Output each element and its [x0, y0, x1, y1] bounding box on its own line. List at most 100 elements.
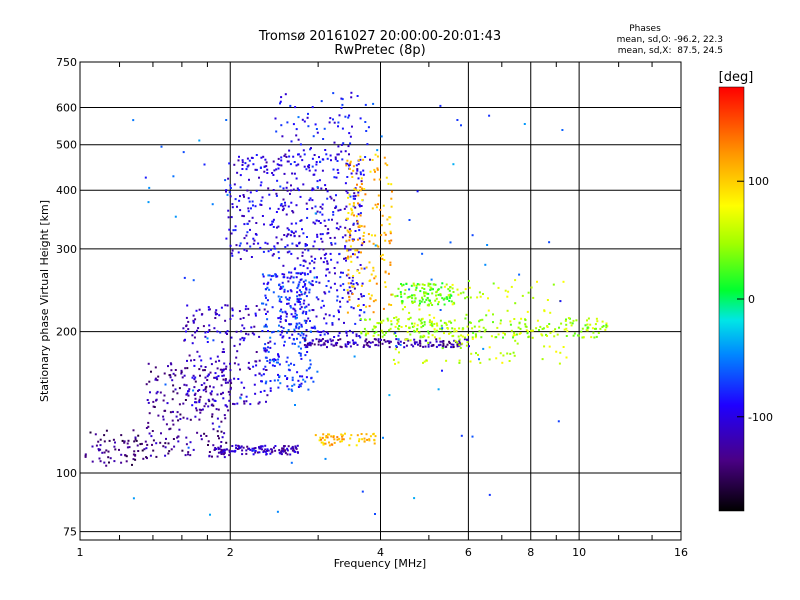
- data-point: [200, 434, 202, 437]
- data-point: [589, 323, 592, 326]
- data-point: [300, 325, 303, 328]
- x-axis-ticks: 1 2 4 6 8 10 16: [77, 62, 688, 559]
- data-point: [189, 418, 192, 421]
- data-point: [573, 332, 576, 335]
- data-point: [283, 172, 286, 175]
- data-point: [352, 275, 355, 277]
- data-point: [372, 102, 375, 105]
- data-point: [471, 435, 474, 438]
- data-point: [279, 317, 282, 320]
- data-point: [326, 268, 329, 271]
- data-point: [333, 199, 336, 202]
- data-point: [373, 168, 376, 171]
- data-point: [252, 453, 255, 456]
- data-point: [281, 311, 284, 314]
- data-point: [299, 307, 302, 310]
- data-point: [293, 172, 296, 175]
- data-point: [282, 187, 285, 190]
- data-point: [332, 344, 335, 347]
- data-point: [105, 429, 108, 432]
- data-point: [198, 418, 201, 421]
- data-point: [397, 338, 400, 341]
- data-point: [243, 327, 246, 330]
- data-point: [147, 362, 150, 365]
- data-point: [492, 321, 494, 324]
- data-point: [157, 414, 160, 417]
- data-point: [230, 336, 233, 339]
- data-point: [333, 282, 336, 285]
- data-point: [347, 196, 349, 199]
- data-point: [369, 297, 372, 300]
- data-point: [453, 339, 456, 342]
- data-point: [369, 435, 372, 438]
- data-point: [231, 254, 234, 257]
- data-point: [433, 330, 436, 333]
- data-point: [296, 337, 298, 340]
- data-point: [167, 452, 170, 455]
- data-point: [191, 376, 194, 379]
- data-point: [310, 255, 313, 258]
- x-tick-label: 4: [377, 546, 384, 559]
- data-point: [427, 341, 430, 344]
- data-point: [192, 279, 195, 282]
- data-point: [322, 343, 325, 346]
- data-point: [279, 382, 282, 385]
- data-point: [270, 248, 272, 251]
- data-point: [324, 313, 327, 316]
- data-point: [224, 417, 227, 420]
- data-point: [311, 189, 314, 192]
- data-point: [241, 164, 244, 166]
- data-point: [287, 233, 290, 236]
- data-point: [147, 421, 150, 424]
- data-point: [171, 419, 174, 422]
- data-point: [195, 309, 198, 312]
- data-point: [294, 267, 297, 270]
- data-point: [302, 280, 305, 283]
- data-point: [133, 440, 136, 443]
- data-point: [283, 340, 286, 343]
- data-point: [265, 380, 268, 383]
- data-point: [452, 301, 455, 304]
- data-point: [234, 444, 237, 447]
- data-point: [247, 210, 250, 213]
- data-point: [378, 341, 381, 344]
- data-point: [142, 457, 145, 460]
- data-point: [300, 293, 303, 296]
- data-point: [325, 322, 328, 325]
- data-point: [338, 252, 341, 255]
- data-point: [302, 264, 305, 267]
- data-point: [193, 336, 196, 339]
- data-point: [459, 292, 462, 295]
- data-point: [229, 388, 232, 391]
- data-point: [428, 314, 431, 317]
- data-point: [332, 213, 335, 216]
- data-point: [396, 319, 399, 322]
- data-point: [321, 441, 324, 444]
- data-point: [380, 135, 383, 138]
- data-point: [226, 330, 229, 333]
- data-point: [471, 336, 474, 339]
- data-point: [433, 316, 436, 319]
- data-point: [321, 338, 324, 340]
- data-point: [251, 200, 254, 203]
- data-point: [461, 342, 464, 345]
- data-point: [470, 352, 473, 355]
- data-point: [221, 341, 224, 344]
- data-point: [403, 342, 406, 344]
- data-point: [171, 398, 174, 401]
- data-point: [277, 317, 280, 320]
- data-point: [478, 330, 481, 333]
- data-point: [298, 241, 301, 244]
- data-point: [330, 197, 333, 200]
- data-point: [360, 433, 363, 435]
- data-point: [281, 447, 284, 450]
- data-point: [472, 331, 475, 334]
- data-point: [207, 398, 210, 401]
- data-point: [345, 330, 348, 333]
- data-point: [278, 284, 280, 287]
- data-point: [363, 267, 366, 270]
- data-point: [224, 331, 227, 334]
- data-point: [388, 223, 391, 226]
- data-point: [384, 281, 387, 284]
